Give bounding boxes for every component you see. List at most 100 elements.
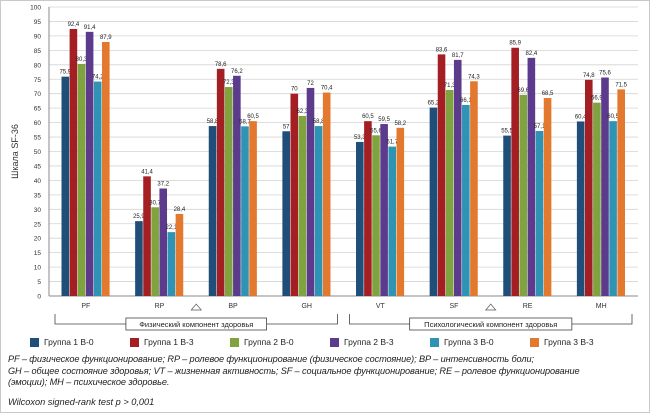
group-label: Психологический компонент здоровья — [424, 320, 557, 329]
legend-swatch — [230, 337, 239, 347]
bar — [216, 68, 225, 296]
bar — [233, 75, 241, 296]
bar-value-label: 71,5 — [615, 82, 627, 88]
x-tick-label: MH — [596, 303, 607, 310]
bar-value-label: 91,4 — [84, 25, 96, 31]
y-tick-label: 35 — [34, 192, 42, 199]
bar — [519, 94, 528, 296]
y-tick-label: 60 — [34, 120, 42, 127]
bar-value-label: 72 — [307, 81, 314, 87]
bar — [93, 81, 102, 296]
legend-swatch — [330, 337, 339, 347]
bar — [322, 92, 331, 296]
legend-swatch — [130, 337, 139, 347]
x-tick-label: VT — [376, 303, 386, 310]
bar — [535, 130, 544, 296]
legend-swatch — [430, 337, 439, 347]
group-label-box — [409, 317, 573, 331]
legend-label: Группа 2 В-3 — [344, 337, 394, 347]
bar — [102, 41, 110, 297]
bar — [175, 213, 184, 296]
bar — [372, 135, 380, 296]
bar — [364, 121, 372, 296]
bar — [356, 141, 364, 296]
y-tick-label: 10 — [34, 265, 42, 272]
bar — [290, 93, 299, 296]
bar — [159, 188, 168, 296]
bar — [380, 124, 388, 296]
legend-label: Группа 2 В-0 — [244, 337, 294, 347]
y-tick-label: 5 — [37, 279, 41, 286]
bar — [282, 131, 290, 296]
bar-value-label: 62,3 — [297, 109, 309, 115]
bar-value-label: 57,1 — [534, 124, 546, 130]
legend-item: Группа 3 В-3 — [530, 337, 594, 347]
bar-value-label: 59,5 — [378, 117, 390, 123]
bar — [429, 107, 438, 297]
bar — [503, 135, 511, 296]
bar — [143, 176, 151, 296]
legend-label: Группа 3 В-0 — [444, 337, 494, 347]
bar-value-label: 60,5 — [247, 114, 259, 120]
y-tick-label: 0 — [37, 294, 41, 301]
bar-value-label: 25,9 — [133, 214, 145, 220]
footnote-line-2: GH – общее состояние здоровья; VT – жизн… — [8, 365, 580, 376]
bar-value-label: 55,6 — [370, 128, 382, 134]
bar-value-label: 82,4 — [526, 51, 538, 57]
bar-chart: 0 5 10 15 20 25 30 35 40 45 50 55 60 65 70 75 80 85 90 95 10… — [10, 5, 638, 331]
y-tick-label: 80 — [34, 62, 42, 69]
legend-label: Группа 1 В-3 — [144, 337, 194, 347]
group-label-box — [125, 317, 267, 331]
bar-value-label: 66,9 — [591, 96, 603, 102]
bar-value-label: 74,8 — [583, 73, 595, 79]
legend-item: Группа 1 В-0 — [30, 337, 94, 347]
bar — [61, 76, 70, 296]
y-tick-label: 95 — [34, 19, 42, 26]
bar-value-label: 87,9 — [100, 35, 112, 41]
bar-value-label: 51,7 — [386, 140, 398, 146]
legend-item: Группа 2 В-3 — [330, 337, 394, 347]
y-tick-label: 20 — [34, 236, 42, 243]
bar-value-label: 71,3 — [444, 83, 456, 89]
legend: Группа 1 В-0 Группа 1 В-3 Группа 2 В-0 Груп… — [30, 337, 630, 351]
bar — [167, 232, 176, 296]
y-tick-label: 40 — [34, 178, 42, 185]
legend-label: Группа 1 В-0 — [44, 337, 94, 347]
footnote-line-1: PF – физическое функционирование; RP – р… — [8, 354, 534, 364]
bar — [576, 121, 585, 296]
bar-value-label: 85,9 — [509, 41, 521, 47]
separator-marker — [190, 303, 202, 311]
bar — [314, 126, 323, 297]
y-tick-label: 90 — [34, 33, 42, 40]
bar — [208, 126, 217, 297]
bar-value-label: 81,7 — [452, 53, 464, 59]
bar — [69, 28, 78, 297]
bar — [470, 81, 478, 296]
bar — [396, 127, 405, 296]
y-tick-label: 100 — [30, 5, 41, 12]
y-axis-label: Шкала SF-36 — [10, 124, 20, 179]
bar-value-label: 22,1 — [165, 225, 177, 231]
bar — [77, 63, 86, 296]
bar — [135, 221, 143, 296]
group-label: Физический компонент здоровья — [139, 320, 253, 329]
bar-value-label: 70 — [291, 87, 298, 93]
bar-value-label: 80,3 — [76, 57, 88, 63]
bar-value-label: 58,2 — [394, 121, 406, 127]
bar-value-label: 41,4 — [141, 169, 153, 175]
legend-label: Группа 3 В-3 — [544, 337, 594, 347]
legend-item: Группа 2 В-0 — [230, 337, 294, 347]
bar-value-label: 74,2 — [92, 75, 104, 81]
x-tick-label: RP — [155, 303, 165, 310]
bar-value-label: 57 — [283, 124, 290, 130]
footnote-line-3: (эмоции); MH – психическое здоровье. — [8, 377, 170, 387]
y-tick-label: 30 — [34, 207, 42, 214]
bar-value-label: 78,6 — [215, 62, 227, 68]
bar-value-label: 75,9 — [59, 70, 71, 76]
y-tick-label: 65 — [34, 106, 42, 113]
bar-value-label: 70,4 — [321, 86, 333, 92]
bar — [306, 87, 315, 296]
bar-value-label: 60,5 — [362, 114, 374, 120]
legend-swatch — [30, 337, 39, 347]
y-tick-label: 50 — [34, 149, 42, 156]
